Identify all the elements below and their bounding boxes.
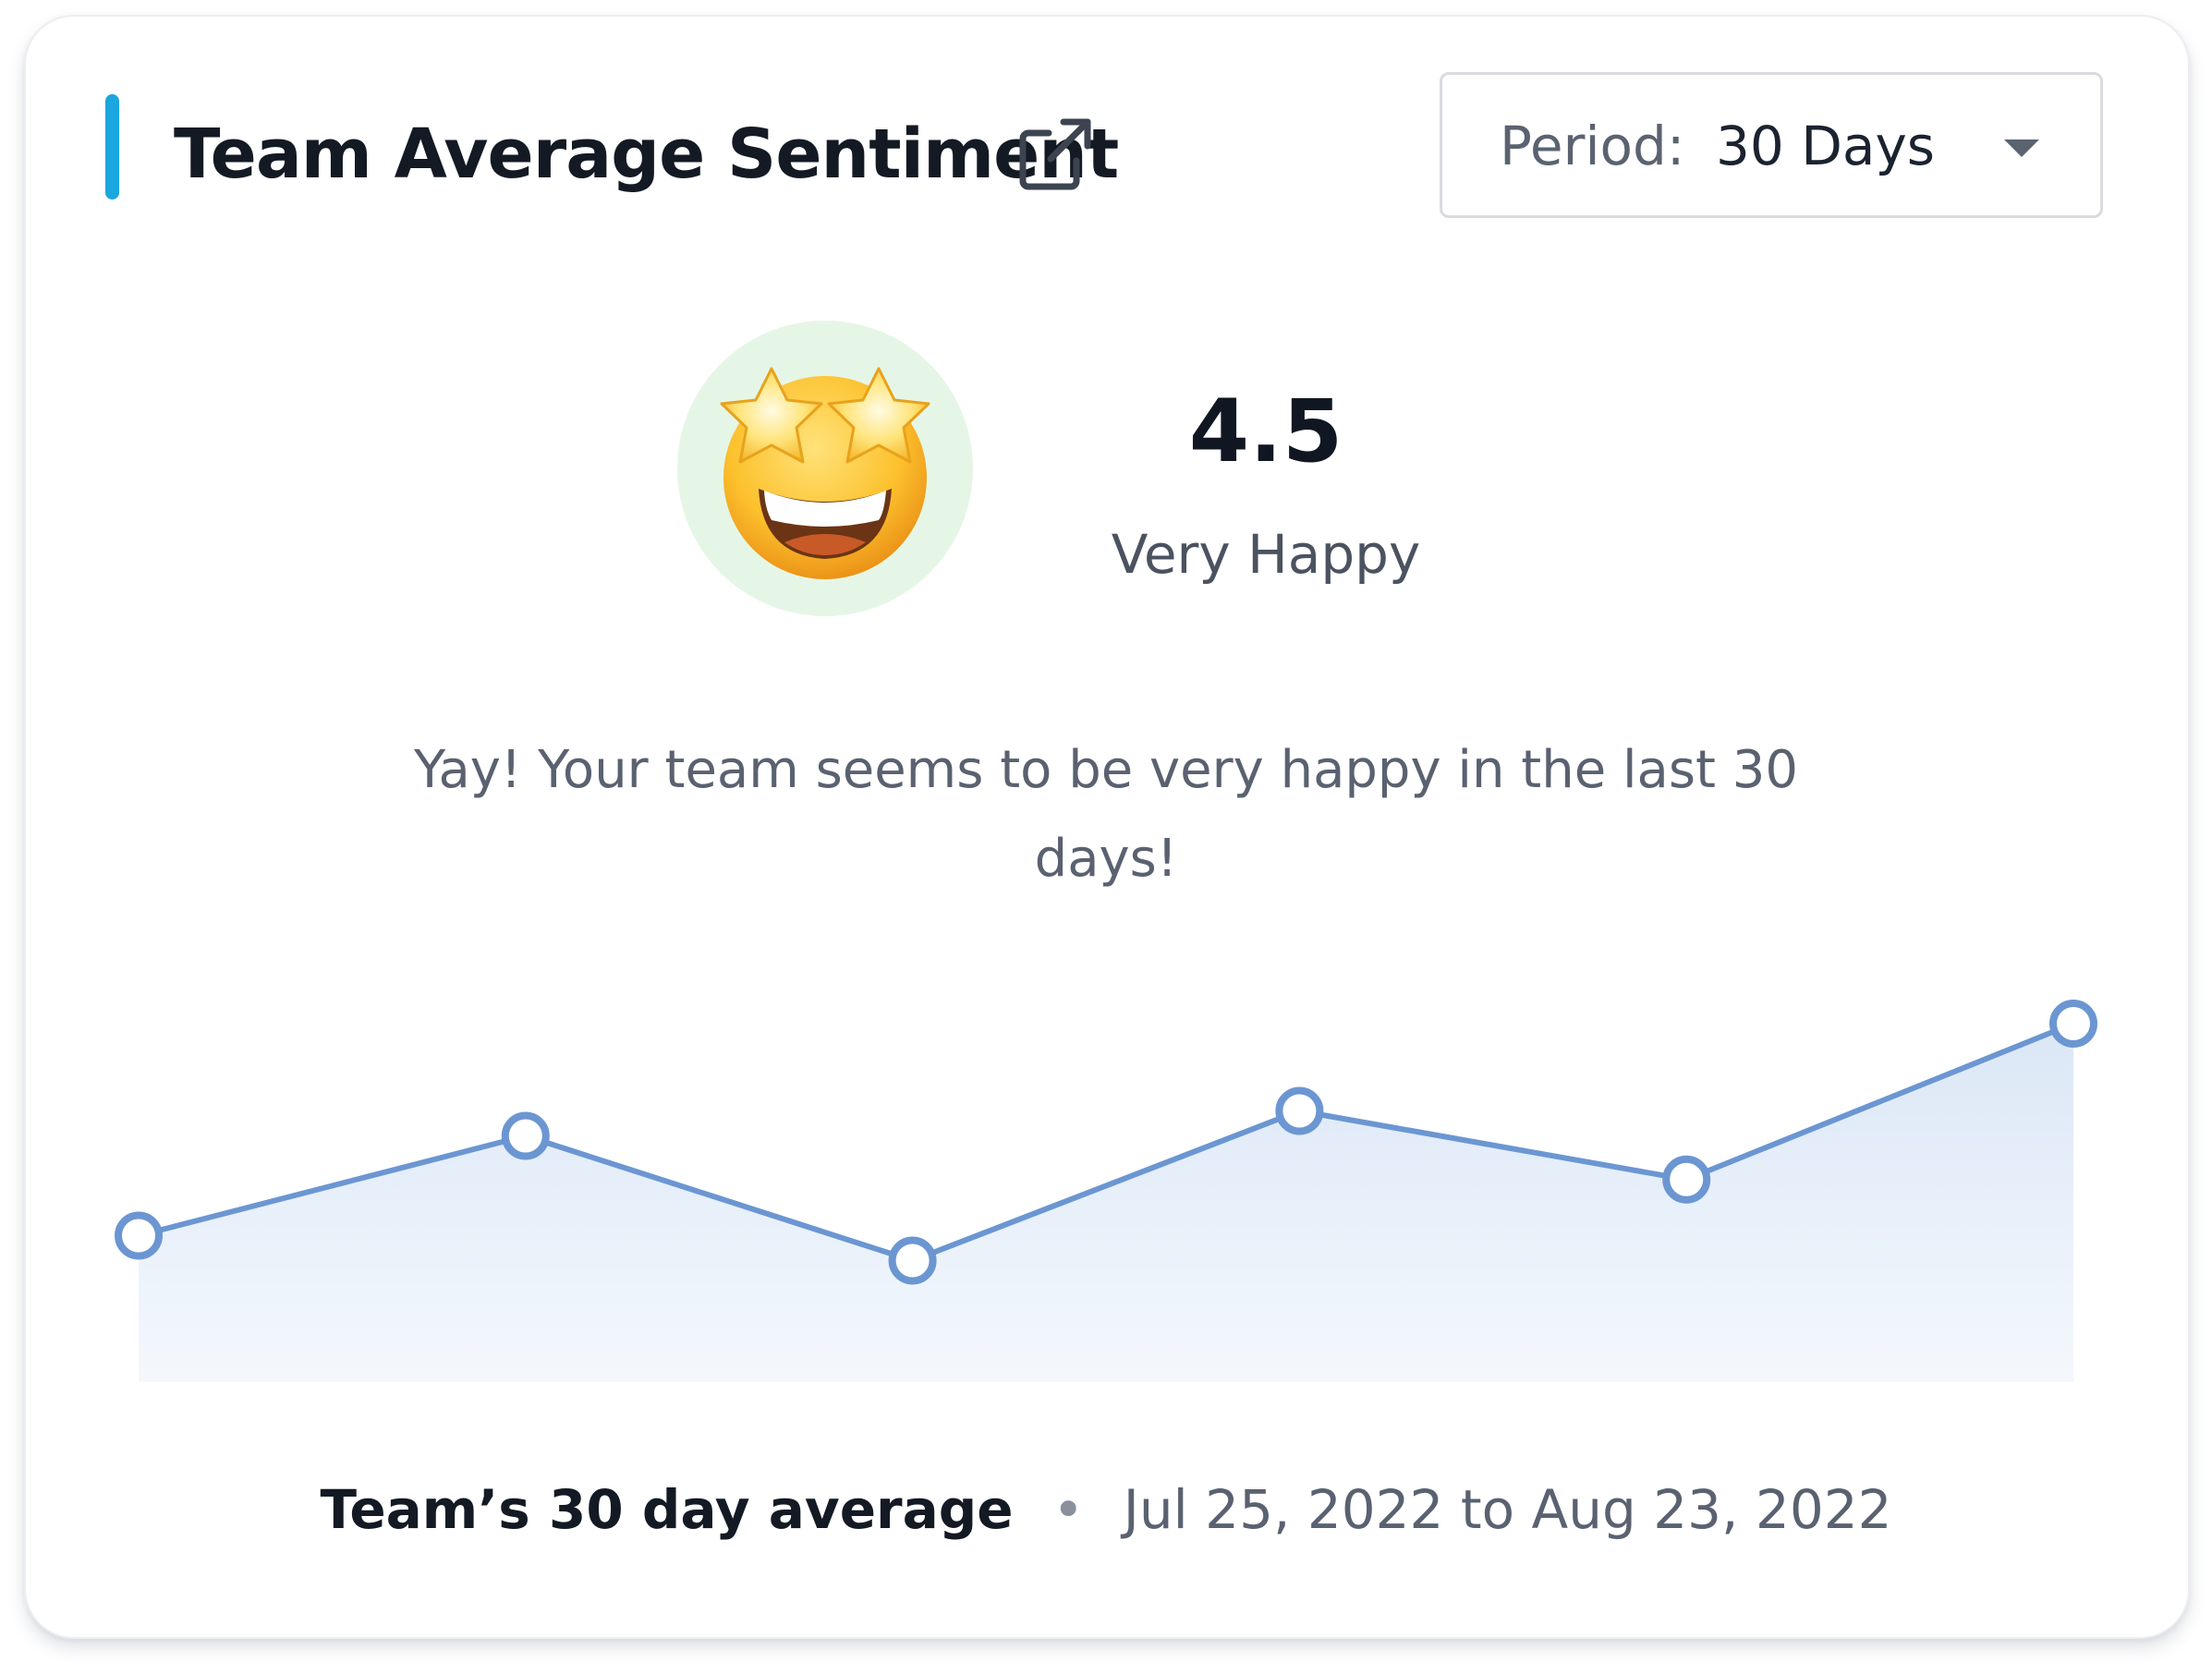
chart-point-4[interactable]: [1275, 1086, 1324, 1135]
sentiment-label: Very Happy: [1111, 523, 1421, 586]
footer-date-range: Jul 25, 2022 to Aug 23, 2022: [1123, 1478, 1892, 1541]
sentiment-message: Yay! Your team seems to be very happy in…: [413, 740, 1799, 889]
chevron-down-icon: [2004, 140, 2039, 157]
sentiment-trend-chart: [115, 1000, 2097, 1382]
period-select[interactable]: Period: 30 Days: [1440, 72, 2103, 218]
chart-point-2[interactable]: [501, 1111, 550, 1160]
emoji-badge: [677, 321, 973, 616]
footer-separator: •: [1052, 1478, 1085, 1541]
chart-point-5[interactable]: [1662, 1155, 1711, 1204]
title-accent-bar: [105, 94, 119, 200]
chart-area-fill: [139, 1024, 2073, 1382]
external-link-icon[interactable]: [1017, 116, 1093, 192]
footer-summary: Team’s 30 day average • Jul 25, 2022 to …: [0, 1473, 2212, 1547]
chart-series-line: [138, 1021, 2075, 1264]
period-value: 30 Days: [1716, 115, 1935, 177]
chart-point-1[interactable]: [115, 1211, 163, 1260]
chart-point-3[interactable]: [888, 1236, 937, 1285]
card-title: Team Average Sentiment: [174, 115, 1119, 194]
sentiment-score: 4.5: [1188, 382, 1343, 482]
chart-point-6[interactable]: [2049, 1000, 2097, 1048]
period-label: Period:: [1500, 115, 1685, 177]
footer-label: Team’s 30 day average: [320, 1478, 1014, 1541]
star-struck-emoji-icon: [720, 367, 930, 579]
